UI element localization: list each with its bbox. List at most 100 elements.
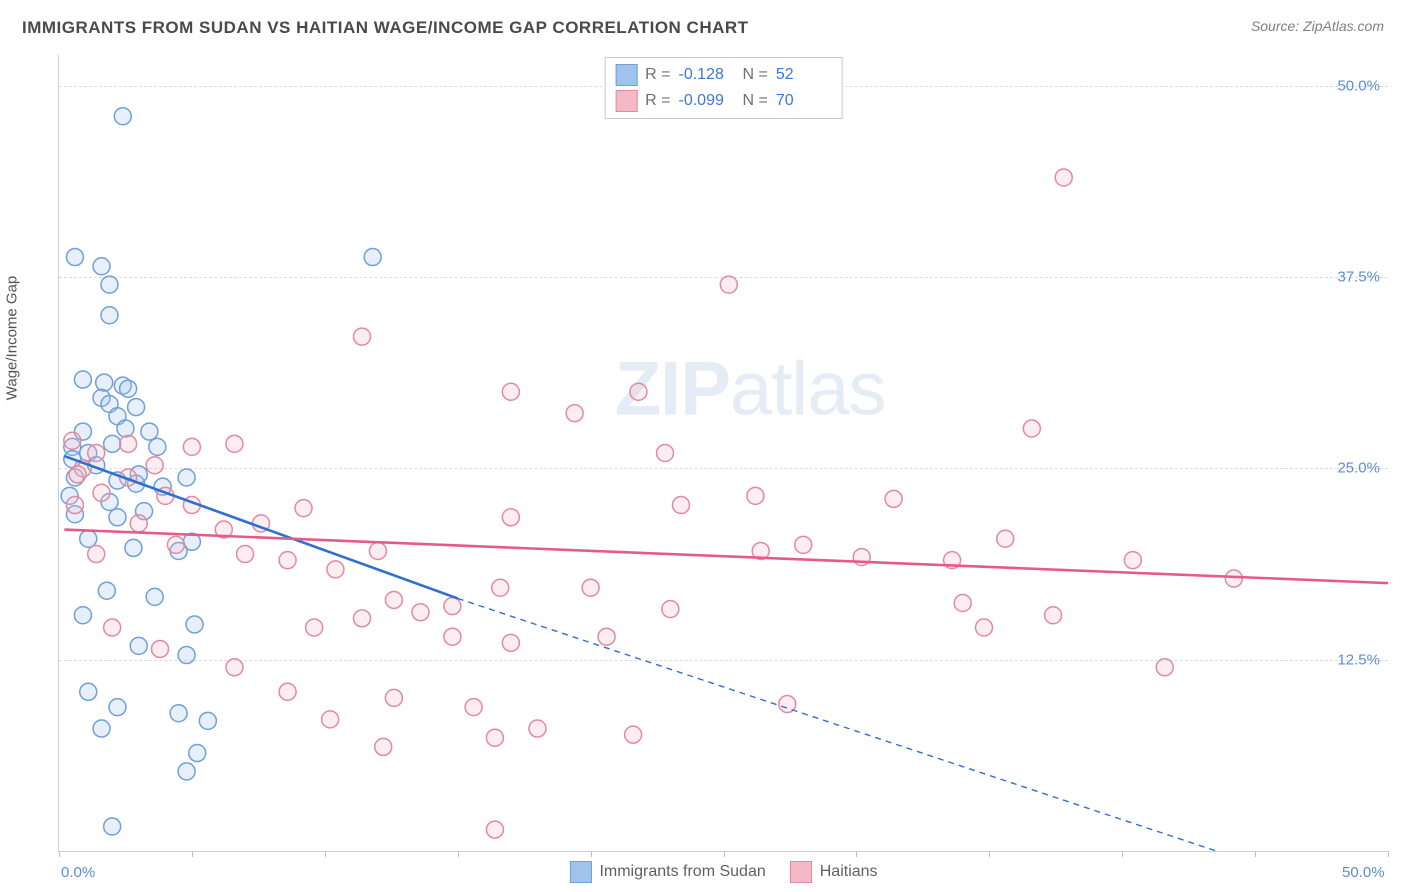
scatter-point-haitian [295,500,312,517]
xtick [591,851,592,857]
scatter-point-haitian [997,530,1014,547]
scatter-point-sudan [125,539,142,556]
scatter-points-layer [59,55,1388,851]
scatter-point-haitian [385,591,402,608]
scatter-point-haitian [69,466,86,483]
bottom-legend: Immigrants from Sudan Haitians [569,861,877,883]
scatter-point-haitian [306,619,323,636]
plot-area: ZIPatlas R = -0.128 N = 52 R = -0.099 N … [58,55,1388,852]
xtick [192,851,193,857]
scatter-point-haitian [226,435,243,452]
scatter-point-haitian [752,542,769,559]
scatter-point-haitian [944,552,961,569]
chart-title: IMMIGRANTS FROM SUDAN VS HAITIAN WAGE/IN… [22,18,749,38]
scatter-point-haitian [486,821,503,838]
scatter-point-sudan [80,530,97,547]
scatter-point-haitian [795,536,812,553]
xtick [724,851,725,857]
scatter-point-haitian [444,628,461,645]
source-name: ZipAtlas.com [1303,18,1384,34]
scatter-point-sudan [104,435,121,452]
y-axis-label: Wage/Income Gap [4,275,21,400]
scatter-point-haitian [1055,169,1072,186]
scatter-point-haitian [237,546,254,563]
scatter-point-haitian [582,579,599,596]
n-value-sudan: 52 [776,66,832,84]
scatter-point-sudan [141,423,158,440]
scatter-point-haitian [1045,607,1062,624]
scatter-point-sudan [114,108,131,125]
scatter-point-sudan [93,258,110,275]
scatter-point-haitian [954,595,971,612]
scatter-point-haitian [672,497,689,514]
scatter-point-haitian [502,509,519,526]
scatter-point-haitian [1023,420,1040,437]
scatter-point-sudan [101,276,118,293]
scatter-point-sudan [199,712,216,729]
scatter-point-haitian [152,640,169,657]
scatter-point-haitian [322,711,339,728]
legend-swatch-sudan [569,861,591,883]
stats-row-haitian: R = -0.099 N = 70 [615,88,832,114]
scatter-point-sudan [109,699,126,716]
scatter-point-sudan [146,588,163,605]
legend-label-sudan: Immigrants from Sudan [599,863,765,881]
scatter-point-haitian [120,435,137,452]
scatter-point-haitian [253,515,270,532]
scatter-point-sudan [80,683,97,700]
scatter-point-sudan [178,763,195,780]
scatter-point-haitian [327,561,344,578]
xtick-label: 0.0% [61,864,95,881]
xtick [59,851,60,857]
scatter-point-haitian [412,604,429,621]
n-value-haitian: 70 [776,92,832,110]
scatter-point-haitian [93,484,110,501]
chart-source: Source: ZipAtlas.com [1251,18,1384,34]
scatter-point-haitian [157,487,174,504]
scatter-point-haitian [66,497,83,514]
scatter-point-sudan [364,249,381,266]
scatter-point-haitian [444,598,461,615]
xtick [458,851,459,857]
chart-container: Wage/Income Gap ZIPatlas R = -0.128 N = … [40,55,1388,852]
stats-row-sudan: R = -0.128 N = 52 [615,62,832,88]
scatter-point-haitian [104,619,121,636]
scatter-point-sudan [104,818,121,835]
swatch-haitian [615,90,637,112]
scatter-point-haitian [492,579,509,596]
scatter-point-haitian [354,328,371,345]
scatter-point-haitian [779,696,796,713]
scatter-point-sudan [74,371,91,388]
legend-item-sudan: Immigrants from Sudan [569,861,765,883]
scatter-point-haitian [167,536,184,553]
legend-item-haitian: Haitians [790,861,878,883]
xtick [1255,851,1256,857]
scatter-point-haitian [598,628,615,645]
scatter-point-haitian [1156,659,1173,676]
scatter-point-haitian [630,383,647,400]
scatter-point-haitian [369,542,386,559]
xtick [989,851,990,857]
scatter-point-haitian [720,276,737,293]
scatter-point-sudan [117,420,134,437]
scatter-point-sudan [74,607,91,624]
xtick [1388,851,1389,857]
scatter-point-haitian [64,432,81,449]
scatter-point-haitian [1124,552,1141,569]
scatter-point-haitian [375,738,392,755]
scatter-point-sudan [170,705,187,722]
scatter-point-haitian [465,699,482,716]
scatter-point-haitian [747,487,764,504]
r-value-haitian: -0.099 [679,92,735,110]
scatter-point-haitian [279,683,296,700]
scatter-point-sudan [130,637,147,654]
scatter-point-haitian [215,521,232,538]
scatter-point-haitian [183,497,200,514]
scatter-point-haitian [486,729,503,746]
scatter-point-sudan [101,307,118,324]
scatter-point-haitian [502,383,519,400]
scatter-point-haitian [226,659,243,676]
scatter-point-haitian [279,552,296,569]
scatter-point-haitian [975,619,992,636]
scatter-point-sudan [109,509,126,526]
